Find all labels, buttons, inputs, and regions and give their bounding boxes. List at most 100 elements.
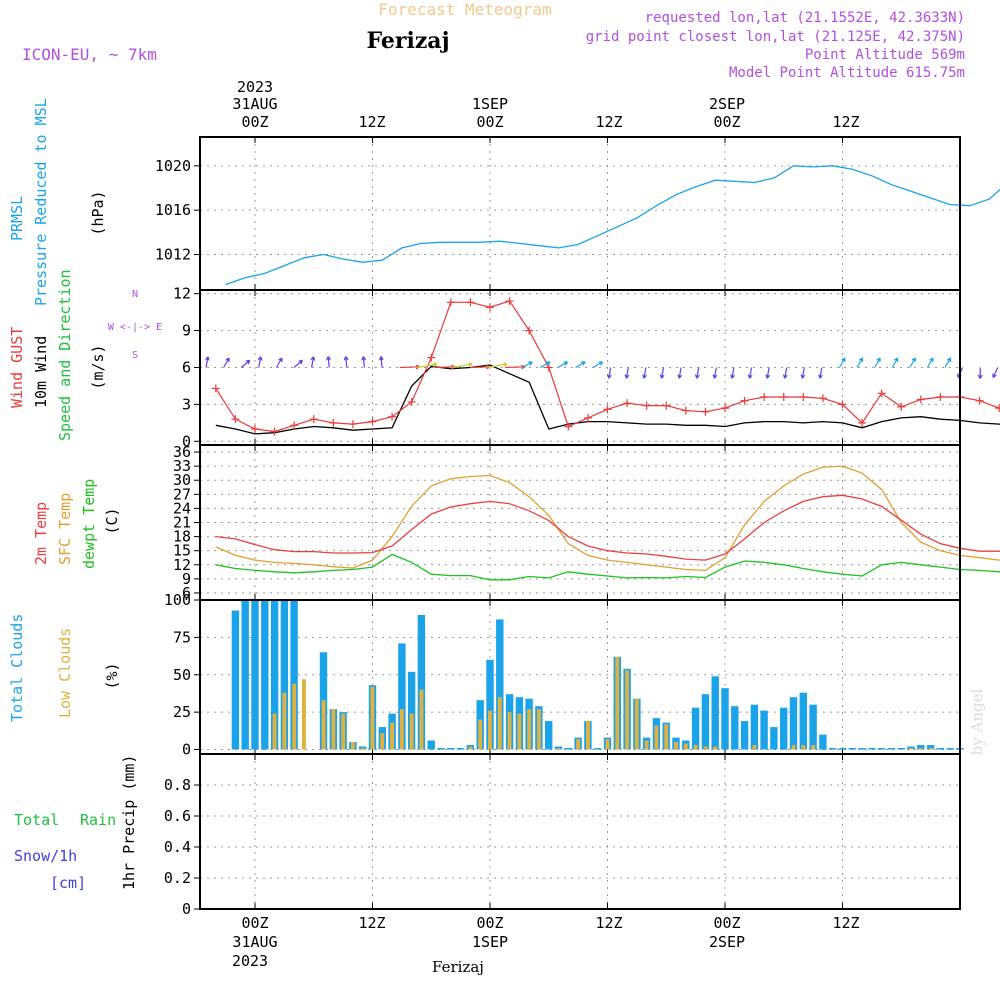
y-tick-label: 75 <box>173 628 191 646</box>
gust-marker <box>309 415 318 424</box>
low-cloud-bar <box>517 713 522 750</box>
wind-direction-arrow <box>592 361 604 369</box>
low-cloud-bar <box>282 692 287 750</box>
total-cloud-bar <box>760 710 768 750</box>
gust-marker <box>975 396 984 405</box>
y-tick-label: 6 <box>182 359 191 377</box>
low-cloud-bar <box>390 722 394 750</box>
gust-marker <box>877 389 886 398</box>
gust-marker <box>760 393 769 402</box>
wind-direction-arrow <box>361 356 367 368</box>
gust-marker <box>388 412 397 421</box>
total-cloud-bar <box>799 692 807 750</box>
y-tick-label: 100 <box>164 591 191 609</box>
y-tick-label: 9 <box>182 570 191 588</box>
total-cloud-bar <box>868 748 876 750</box>
low-cloud-bar <box>360 748 365 750</box>
y-tick-label: 0.4 <box>164 838 191 856</box>
y-tick-label: 21 <box>173 514 191 532</box>
low-cloud-bar <box>272 713 277 750</box>
y-tick-label: 0.2 <box>164 869 191 887</box>
total-cloud-bar <box>398 643 406 750</box>
total-cloud-bar <box>750 704 759 750</box>
total-cloud-bar <box>731 706 739 750</box>
compass-south: S <box>132 350 138 361</box>
y-tick-label: 3 <box>182 395 191 413</box>
low-cloud-bar <box>409 713 414 750</box>
total-cloud-bar <box>936 748 945 750</box>
total-cloud-bar <box>437 748 445 750</box>
wind-direction-arrow <box>522 361 533 369</box>
total-cloud-bar <box>594 748 602 750</box>
wind-direction-arrow <box>293 359 303 368</box>
credit-watermark: by Angel <box>968 688 986 755</box>
wind-direction-arrow <box>378 356 384 368</box>
wind-direction-arrow <box>343 356 349 368</box>
total-cloud-bar <box>829 748 837 750</box>
plot-layer: 1012101610200369126912151821242730333602… <box>155 136 1000 918</box>
bottom-tick-label: 12Z <box>595 914 622 932</box>
low-cloud-bar <box>625 670 629 750</box>
wind-direction-arrow <box>326 356 331 368</box>
location-title: Ferizaj <box>366 28 449 54</box>
total-cloud-bar <box>564 748 572 750</box>
gust-marker <box>407 397 416 406</box>
wind-speed-line <box>215 364 1000 435</box>
low-cloud-bar <box>654 725 659 750</box>
total-cloud-bar <box>946 748 954 750</box>
wind-direction-arrow <box>856 357 864 368</box>
sfc-temp-line <box>215 465 1000 572</box>
total-cloud-bar <box>496 619 504 750</box>
gust-marker <box>838 400 847 409</box>
y-tick-label: 0.8 <box>164 776 191 794</box>
y-tick-label: 1020 <box>155 157 191 175</box>
gust-marker <box>995 404 1000 413</box>
bottom-tick-label: 12Z <box>832 914 859 932</box>
total-cloud-bar <box>809 704 817 750</box>
low-cloud-bar <box>928 748 933 750</box>
low-cloud-bar <box>468 746 473 750</box>
temp2m-label: 2m Temp <box>32 502 50 565</box>
grid-coords: grid point closest lon,lat (21.125E, 42.… <box>586 29 965 45</box>
total-cloud-bar <box>261 600 269 750</box>
total-cloud-bar <box>780 707 788 750</box>
gust-marker <box>486 303 494 312</box>
wind-direction-arrow <box>487 362 508 369</box>
total-cloud-bar <box>789 697 798 750</box>
gust-marker <box>721 404 729 413</box>
low-cloud-bar <box>321 700 326 750</box>
requested-coords: requested lon,lat (21.1552E, 42.3633N) <box>645 10 965 26</box>
gust-marker <box>368 417 377 426</box>
compass-north: N <box>132 289 138 300</box>
wind-direction-arrow <box>540 361 551 369</box>
y-tick-label: 9 <box>182 322 191 340</box>
bottom-tick-label: 00Z <box>476 914 503 932</box>
pressure-label-1: PRMSL <box>8 196 26 241</box>
wind-direction-arrow <box>575 361 586 369</box>
bottom-day-2: 1SEP <box>472 933 508 951</box>
gust-marker <box>799 393 808 402</box>
bottom-tick-label: 00Z <box>241 914 268 932</box>
low-cloud-bar <box>341 713 346 750</box>
total-cloud-bar <box>926 745 935 750</box>
low-cloud-bar <box>488 710 492 750</box>
pressure-label-2: Pressure Reduced to MSL <box>32 98 50 306</box>
low-cloud-bar <box>370 686 375 750</box>
total-cloud-bar <box>887 748 896 750</box>
low-cloud-bar <box>399 709 404 750</box>
total-cloud-bar <box>711 676 719 750</box>
total-clouds-label: Total Clouds <box>8 614 26 722</box>
top-year: 2023 <box>237 78 273 96</box>
y-tick-label: 33 <box>173 457 191 475</box>
low-cloud-bar <box>351 742 355 750</box>
wind-direction-arrow <box>642 367 647 379</box>
total-cloud-bar <box>486 659 494 750</box>
footer-location: Ferizaj <box>432 958 484 976</box>
pressure-unit: (hPa) <box>89 190 107 235</box>
low-cloud-bar <box>478 719 483 750</box>
precip-cm-label: [cm] <box>50 874 86 892</box>
wind-direction-arrow <box>240 359 251 368</box>
low-cloud-bar <box>537 709 541 750</box>
low-cloud-bar <box>801 745 806 750</box>
